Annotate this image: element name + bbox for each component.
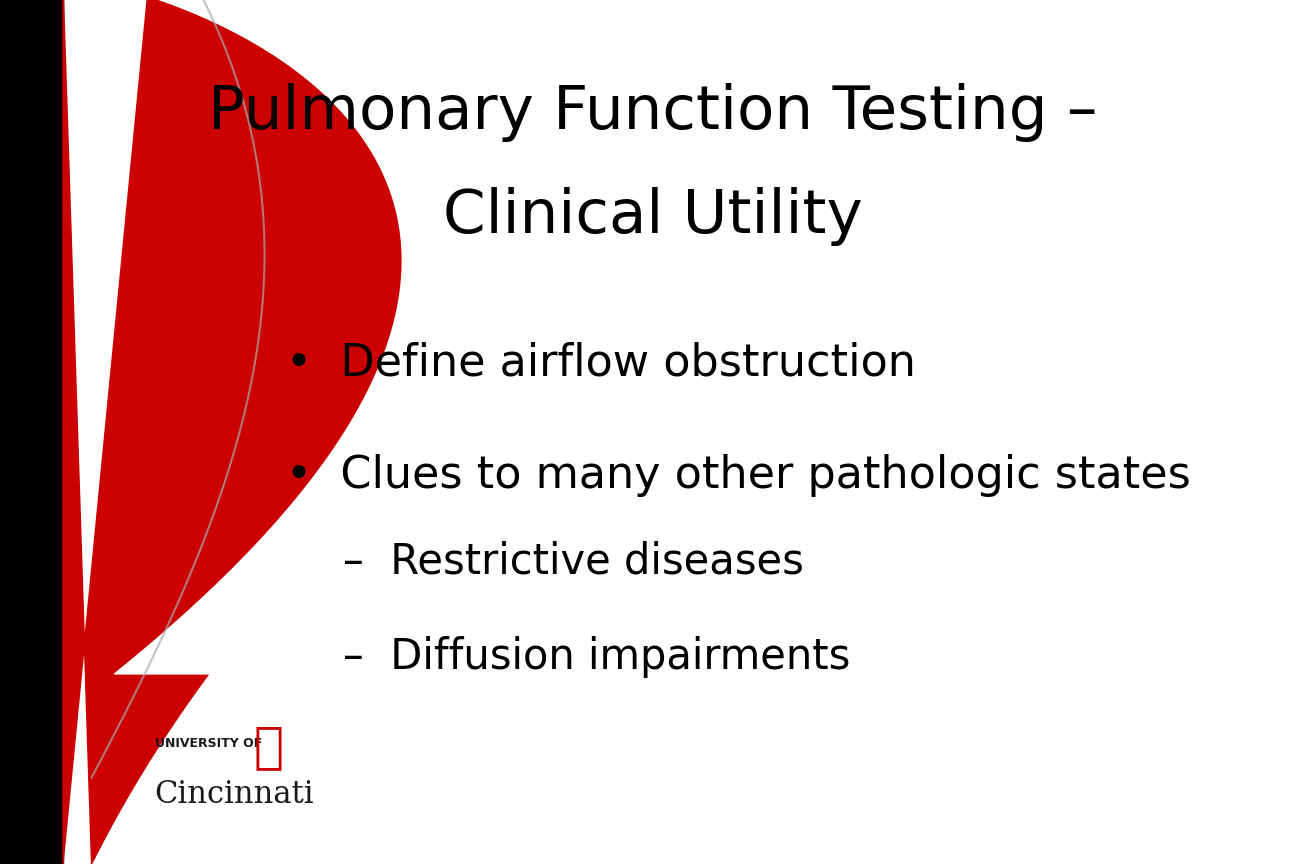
- Text: Clinical Utility: Clinical Utility: [442, 187, 862, 245]
- Text: –  Diffusion impairments: – Diffusion impairments: [343, 636, 850, 677]
- Text: •  Define airflow obstruction: • Define airflow obstruction: [286, 341, 916, 384]
- Text: Cincinnati: Cincinnati: [154, 779, 314, 810]
- Polygon shape: [64, 0, 717, 864]
- Text: UNIVERSITY OF: UNIVERSITY OF: [154, 736, 262, 750]
- Text: 🅒: 🅒: [254, 723, 284, 772]
- Polygon shape: [102, 0, 1168, 674]
- Text: Pulmonary Function Testing –: Pulmonary Function Testing –: [207, 83, 1098, 142]
- Text: –  Restrictive diseases: – Restrictive diseases: [343, 541, 805, 582]
- Bar: [0, 0, 64, 864]
- Text: •  Clues to many other pathologic states: • Clues to many other pathologic states: [286, 454, 1191, 497]
